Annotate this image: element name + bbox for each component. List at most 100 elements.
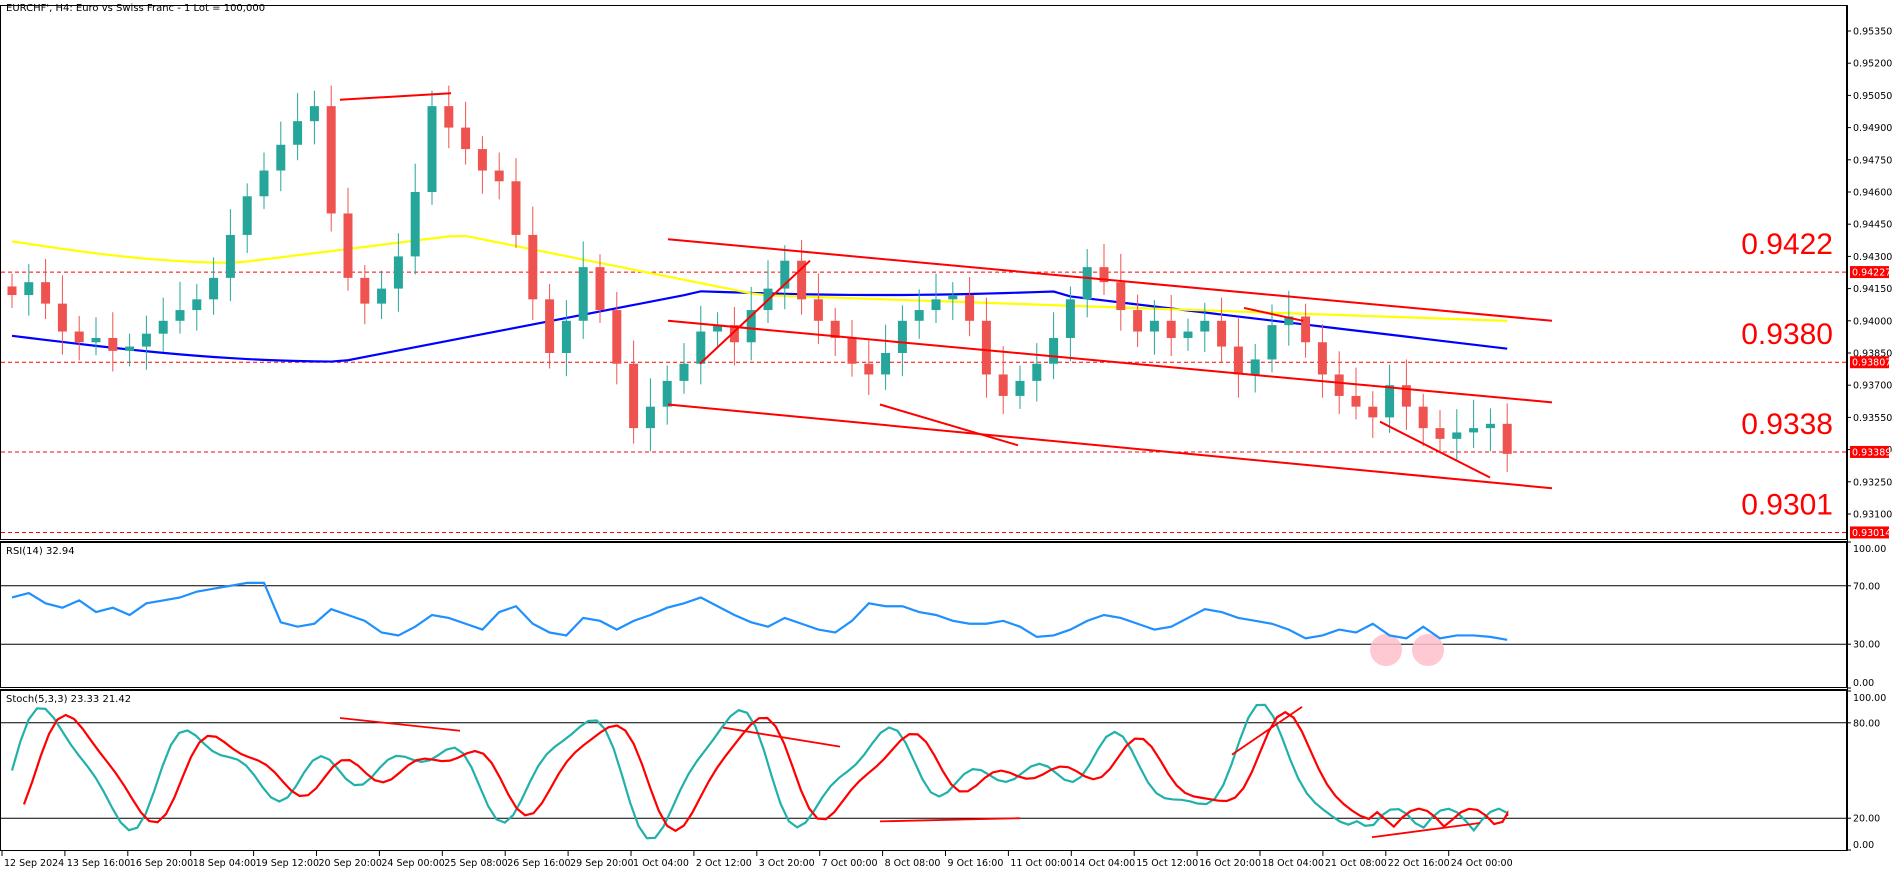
bull-candle <box>91 337 101 343</box>
time-tick-label: 24 Sep 00:00 <box>381 858 444 869</box>
stoch-divergence-line[interactable] <box>1231 706 1303 756</box>
bear-candle <box>108 337 118 351</box>
stoch-divergence-line[interactable] <box>1371 822 1481 839</box>
ma-blue-line[interactable] <box>11 290 1508 363</box>
stoch-main-line[interactable] <box>10 703 1508 840</box>
time-tick-label: 22 Oct 16:00 <box>1388 858 1450 869</box>
bull-candle <box>293 121 303 145</box>
stoch-tick-label: 20.00 <box>1853 814 1880 825</box>
bear-candle <box>1166 320 1176 338</box>
bull-candle <box>259 170 269 197</box>
bull-candle <box>1284 316 1294 326</box>
price-tag <box>1850 445 1889 458</box>
bull-candle <box>662 380 672 407</box>
price-tick-label: 0.94000 <box>1853 316 1892 327</box>
time-tick-label: 11 Oct 00:00 <box>1010 858 1072 869</box>
bear-candle <box>813 299 823 321</box>
stoch-divergence-line[interactable] <box>339 717 461 732</box>
bear-candle <box>729 325 739 343</box>
time-tick-label: 7 Oct 00:00 <box>822 858 878 869</box>
moving-averages <box>11 234 1508 363</box>
rsi-tick-label: 70.00 <box>1853 581 1880 592</box>
bear-candle <box>343 213 353 278</box>
bull-candle <box>377 288 387 304</box>
stoch-label: Stoch(5,3,3) 23.33 21.42 <box>6 694 132 705</box>
channel-lower-line[interactable] <box>667 403 1553 490</box>
bear-candle <box>1334 374 1344 396</box>
stoch-divergence-line[interactable] <box>722 726 841 748</box>
time-tick-label: 29 Sep 20:00 <box>570 858 633 869</box>
bull-candle <box>1200 320 1210 332</box>
price-tag-label: 0.94227 <box>1852 268 1891 279</box>
swing-line[interactable] <box>1243 306 1304 322</box>
bear-candle <box>830 320 840 338</box>
bear-candle <box>1099 267 1109 283</box>
bull-candle <box>410 192 420 257</box>
bear-candle <box>629 363 639 429</box>
time-tick-label: 25 Sep 08:00 <box>444 858 507 869</box>
bear-candle <box>1133 310 1143 332</box>
bull-candle <box>696 331 706 364</box>
price-tick-label: 0.94750 <box>1853 155 1892 166</box>
bear-candle <box>847 337 857 364</box>
price-tag <box>1850 266 1889 279</box>
bear-candle <box>864 363 874 375</box>
stoch-tick-label: 80.00 <box>1853 718 1880 729</box>
rsi-label: RSI(14) 32.94 <box>6 546 75 557</box>
ma-yellow-line[interactable] <box>11 234 1508 322</box>
bull-candle <box>1485 423 1495 429</box>
price-tick-label: 0.93250 <box>1853 477 1892 488</box>
bull-candle <box>1452 432 1462 439</box>
bull-candle <box>1469 428 1479 433</box>
level-annotation: 0.9301 <box>1741 488 1833 521</box>
stoch-divergence-line[interactable] <box>879 817 1021 823</box>
rsi-line[interactable] <box>11 581 1508 641</box>
rsi-tick-label: 30.00 <box>1853 640 1880 651</box>
bear-candle <box>595 267 605 311</box>
bear-candle <box>1116 282 1126 311</box>
bull-candle <box>561 320 571 353</box>
bull-candle <box>393 256 403 289</box>
channel-middle-line[interactable] <box>667 319 1553 404</box>
bear-candle <box>41 282 51 304</box>
price-tick-label: 0.95200 <box>1853 59 1892 70</box>
bear-candle <box>1502 423 1512 454</box>
bull-candle <box>24 282 34 296</box>
time-tick-label: 18 Sep 04:00 <box>193 858 256 869</box>
time-tick-label: 19 Sep 12:00 <box>256 858 319 869</box>
bear-candle <box>1351 395 1361 407</box>
bull-candle <box>948 295 958 300</box>
bull-candle <box>276 144 286 171</box>
bull-candle <box>746 310 756 343</box>
bear-candle <box>612 310 622 364</box>
stoch-tick-label: 100.00 <box>1853 693 1886 704</box>
rsi-indicator: 100.00 70.00 30.00 0.00 <box>1 541 1886 689</box>
time-tick-label: 9 Oct 16:00 <box>948 858 1004 869</box>
price-tick-label: 0.94150 <box>1853 284 1892 295</box>
rising-wedge-line[interactable] <box>699 259 811 365</box>
time-tick-label: 12 Sep 2024 <box>4 858 64 869</box>
bear-candle <box>545 299 555 353</box>
bear-candle <box>998 374 1008 396</box>
bull-candle <box>931 299 941 311</box>
time-tick-label: 16 Oct 20:00 <box>1199 858 1261 869</box>
stoch-signal-line[interactable] <box>22 710 1509 833</box>
bull-candle <box>1267 325 1277 360</box>
time-tick-label: 13 Sep 16:00 <box>67 858 130 869</box>
falling-wedge-line[interactable] <box>1379 420 1491 479</box>
channel-upper-line[interactable] <box>667 238 1553 322</box>
time-tick-label: 20 Sep 20:00 <box>319 858 382 869</box>
stoch-panel-frame <box>0 690 1847 851</box>
rsi-panel-frame <box>0 542 1847 688</box>
price-tick-label: 0.93550 <box>1853 413 1892 424</box>
candlesticks <box>7 85 1512 472</box>
high-line[interactable] <box>339 92 452 101</box>
time-tick-label: 2 Oct 12:00 <box>696 858 752 869</box>
falling-line[interactable] <box>879 403 1019 447</box>
bear-candle <box>511 181 521 235</box>
bull-candle <box>225 234 235 278</box>
level-annotation: 0.9380 <box>1741 318 1833 351</box>
bull-candle <box>1183 331 1193 338</box>
